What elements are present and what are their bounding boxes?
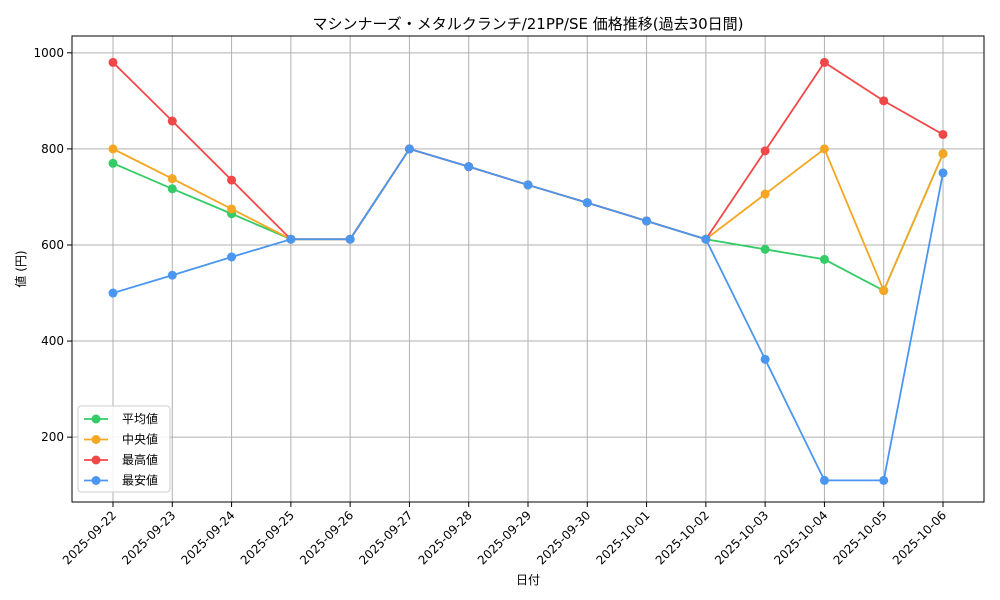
- data-point: [227, 252, 237, 262]
- data-point: [819, 57, 829, 67]
- data-point: [938, 129, 948, 139]
- x-tick-label: 2025-09-30: [534, 508, 593, 567]
- x-tick-label: 2025-10-01: [593, 508, 652, 567]
- x-tick-label: 2025-10-04: [771, 508, 830, 567]
- x-tick-label: 2025-09-22: [60, 508, 119, 567]
- x-tick-label: 2025-09-23: [119, 508, 178, 567]
- data-point: [464, 162, 474, 172]
- y-tick-label: 800: [41, 142, 64, 156]
- data-point: [167, 270, 177, 280]
- legend-marker: [91, 435, 101, 444]
- data-point: [760, 146, 770, 156]
- x-tick-label: 2025-09-25: [238, 508, 297, 567]
- data-point: [760, 354, 770, 364]
- y-tick-label: 400: [41, 334, 64, 348]
- legend-label: 平均値: [122, 411, 158, 426]
- data-point: [286, 234, 296, 244]
- x-axis-label: 日付: [516, 573, 540, 587]
- y-tick-label: 600: [41, 238, 64, 252]
- data-point: [345, 234, 355, 244]
- data-point: [938, 149, 948, 159]
- data-point: [227, 204, 237, 214]
- data-point: [167, 174, 177, 184]
- data-point: [582, 198, 592, 208]
- chart-title: マシンナーズ・メタルクランチ/21PP/SE 価格推移(過去30日間): [312, 15, 743, 33]
- x-tick-label: 2025-10-05: [831, 508, 890, 567]
- y-tick-label: 200: [41, 430, 64, 444]
- data-point: [108, 288, 118, 298]
- legend-label: 中央値: [122, 432, 158, 447]
- legend-marker: [91, 476, 101, 485]
- x-tick-label: 2025-10-02: [653, 508, 712, 567]
- data-point: [167, 184, 177, 194]
- data-point: [938, 168, 948, 178]
- legend-label: 最高値: [122, 452, 158, 467]
- data-point: [879, 286, 889, 296]
- data-point: [879, 96, 889, 106]
- data-point: [523, 180, 533, 190]
- data-point: [819, 254, 829, 264]
- x-tick-label: 2025-10-03: [712, 508, 771, 567]
- data-point: [760, 189, 770, 199]
- y-axis-label: 値 (円): [13, 250, 28, 287]
- data-point: [819, 144, 829, 154]
- x-tick-label: 2025-10-06: [890, 508, 949, 567]
- x-tick-label: 2025-09-26: [297, 508, 356, 567]
- legend-marker: [91, 414, 101, 424]
- series-4: [108, 144, 948, 485]
- data-point: [227, 175, 237, 185]
- x-tick-label: 2025-09-24: [178, 508, 237, 567]
- data-point: [819, 475, 829, 485]
- data-point: [642, 216, 652, 226]
- data-point: [167, 116, 177, 126]
- data-point: [108, 158, 118, 168]
- grid-lines: [72, 36, 984, 502]
- legend-box: [77, 405, 171, 493]
- data-point: [108, 57, 118, 67]
- legend-marker: [91, 455, 101, 465]
- data-point: [701, 234, 711, 244]
- y-tick-label: 1000: [33, 46, 64, 60]
- data-point: [879, 475, 889, 485]
- data-point: [760, 244, 770, 254]
- series-layer: [108, 57, 948, 485]
- x-tick-label: 2025-09-29: [475, 508, 534, 567]
- x-tick-label: 2025-09-27: [356, 508, 415, 567]
- legend-label: 最安値: [122, 473, 158, 488]
- data-point: [108, 144, 118, 154]
- x-tick-label: 2025-09-28: [416, 508, 475, 567]
- data-point: [404, 144, 414, 154]
